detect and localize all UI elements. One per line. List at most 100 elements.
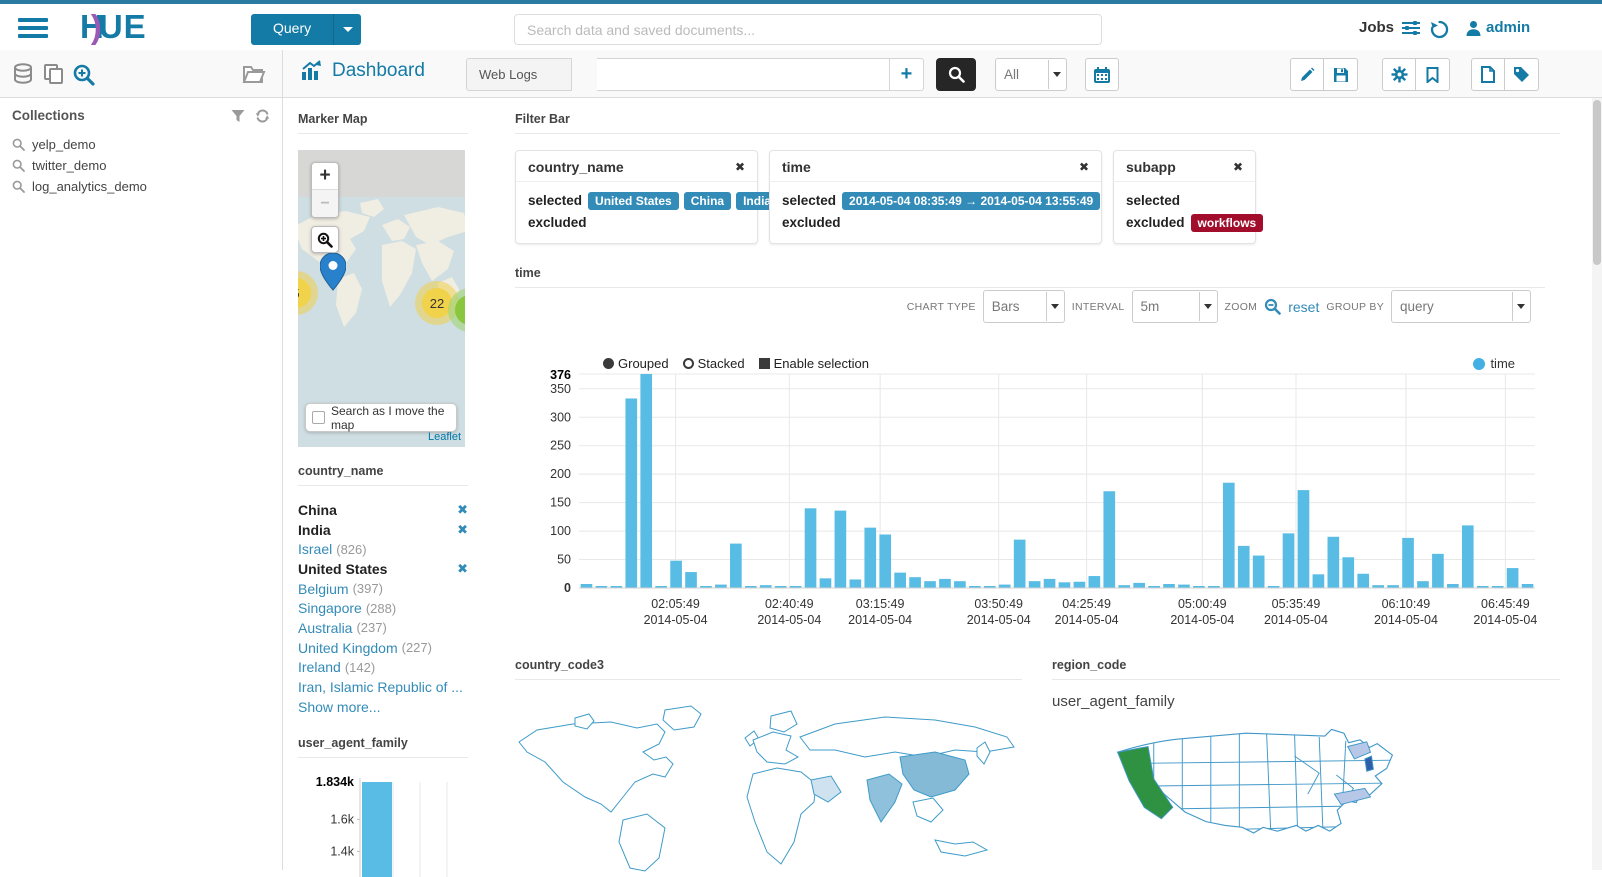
time-bar[interactable] [1178, 584, 1190, 588]
interval-select[interactable]: 5m [1131, 290, 1218, 323]
filter-funnel-icon[interactable] [231, 109, 245, 123]
time-bar[interactable] [580, 584, 593, 588]
time-bar[interactable] [655, 586, 667, 588]
time-bar[interactable] [1461, 525, 1474, 588]
query-dropdown-caret[interactable] [333, 14, 362, 45]
facet-remove-icon[interactable]: ✖ [457, 560, 468, 576]
time-bar[interactable] [834, 510, 847, 588]
chart-type-select[interactable]: Bars [982, 290, 1065, 323]
facet-item[interactable]: United States ✖ [298, 559, 468, 579]
chart-series-legend[interactable]: time [1473, 356, 1515, 371]
add-filter-button[interactable]: + [890, 58, 924, 91]
facet-item[interactable]: Belgium (397) [298, 579, 468, 599]
time-bar[interactable] [700, 586, 712, 588]
map-zoom-out-button[interactable]: − [312, 190, 338, 217]
time-bar[interactable] [670, 560, 682, 588]
time-bar[interactable] [969, 586, 981, 588]
settings-button[interactable] [1382, 58, 1416, 91]
map-india[interactable] [866, 773, 903, 823]
time-bar[interactable] [909, 577, 921, 588]
facet-value-label[interactable]: China [298, 501, 337, 518]
time-bar[interactable] [1297, 490, 1310, 588]
time-bar[interactable] [879, 534, 892, 589]
facet-remove-icon[interactable]: ✖ [457, 501, 468, 517]
facet-remove-icon[interactable]: ✖ [457, 521, 468, 537]
map-europe[interactable] [752, 731, 800, 765]
time-bar[interactable] [849, 579, 862, 588]
time-bar[interactable] [1432, 553, 1444, 588]
facet-value-label[interactable]: Israel [298, 541, 333, 558]
time-bar[interactable] [1372, 585, 1384, 588]
time-bar[interactable] [640, 374, 653, 588]
dashboard-search-input[interactable] [597, 58, 890, 91]
us-choropleth-map[interactable] [1100, 718, 1430, 853]
time-bar[interactable] [1148, 586, 1160, 588]
time-bar[interactable] [744, 586, 757, 588]
dashboard-search-button[interactable] [936, 58, 976, 91]
facet-item[interactable]: Ireland (142) [298, 658, 468, 678]
time-bar[interactable] [1043, 578, 1056, 588]
time-bar[interactable] [1267, 586, 1280, 588]
tags-button[interactable] [1505, 58, 1539, 91]
hue-logo[interactable]: H)UE [80, 8, 147, 46]
database-icon[interactable] [12, 63, 34, 85]
time-bar[interactable] [1387, 585, 1399, 588]
time-bar[interactable] [1058, 582, 1071, 588]
new-document-button[interactable] [1471, 58, 1505, 91]
remove-filter-icon[interactable]: ✖ [734, 160, 745, 174]
us-state-new-jersey[interactable] [1364, 755, 1374, 772]
time-bar[interactable] [610, 586, 623, 588]
time-scope-select[interactable]: All [995, 58, 1067, 91]
map-greenland[interactable] [662, 705, 702, 731]
collection-item[interactable]: yelp_demo [12, 134, 270, 155]
remove-filter-icon[interactable]: ✖ [1078, 160, 1089, 174]
facet-item[interactable]: China ✖ [298, 500, 468, 520]
map-alaska[interactable] [574, 713, 595, 730]
map-scandinavia[interactable] [769, 710, 798, 733]
filter-value-badge[interactable]: China [683, 191, 732, 210]
time-bar[interactable] [939, 578, 951, 588]
user-agent-family-chart[interactable]: 1.834k 1.6k 1.4k [298, 772, 468, 877]
hamburger-menu-icon[interactable] [18, 18, 48, 40]
time-bar[interactable] [774, 586, 787, 588]
filter-value-badge[interactable]: United States [588, 191, 679, 210]
time-bar[interactable] [804, 508, 817, 588]
time-bar[interactable] [1402, 537, 1414, 588]
calendar-button[interactable] [1085, 58, 1119, 91]
time-bar[interactable] [1282, 533, 1295, 588]
time-bar[interactable] [1103, 491, 1116, 588]
uaf-bar[interactable] [362, 782, 392, 877]
time-bar[interactable] [759, 585, 772, 588]
time-bar[interactable] [1028, 581, 1041, 588]
time-bar[interactable] [1312, 574, 1325, 588]
facet-item[interactable]: Iran, Islamic Republic of ... [298, 677, 468, 697]
time-bar[interactable] [954, 581, 966, 588]
source-selector[interactable]: Web Logs [466, 58, 573, 91]
bookmark-button[interactable] [1416, 58, 1450, 91]
folder-open-icon[interactable] [242, 63, 266, 85]
time-bar[interactable] [1208, 586, 1220, 588]
grouped-radio[interactable] [603, 358, 614, 369]
vertical-scrollbar[interactable] [1592, 98, 1602, 870]
documents-icon[interactable] [43, 63, 65, 85]
time-bar[interactable] [685, 572, 697, 588]
time-bar[interactable] [864, 527, 877, 588]
remove-filter-icon[interactable]: ✖ [1232, 160, 1243, 174]
time-bar[interactable] [819, 578, 832, 588]
time-bar[interactable] [1013, 539, 1026, 588]
filter-value-badge[interactable]: workflows [1190, 213, 1264, 232]
search-as-move-checkbox[interactable] [312, 411, 325, 424]
time-bar[interactable] [983, 586, 996, 588]
show-more-link[interactable]: Show more... [298, 698, 381, 715]
time-bar[interactable] [1088, 576, 1101, 588]
time-bar[interactable] [730, 543, 742, 588]
time-bar[interactable] [1521, 584, 1534, 588]
time-bar[interactable] [924, 581, 936, 588]
time-bar[interactable] [1118, 585, 1131, 588]
scrollbar-thumb[interactable] [1593, 100, 1601, 265]
filter-value-badge[interactable]: 2014-05-04 08:35:49 → 2014-05-04 13:55:4… [842, 191, 1101, 210]
facet-item[interactable]: India ✖ [298, 520, 468, 540]
us-state-new-york[interactable] [1347, 741, 1372, 760]
time-bar[interactable] [1237, 545, 1250, 588]
stacked-radio[interactable] [682, 358, 694, 369]
